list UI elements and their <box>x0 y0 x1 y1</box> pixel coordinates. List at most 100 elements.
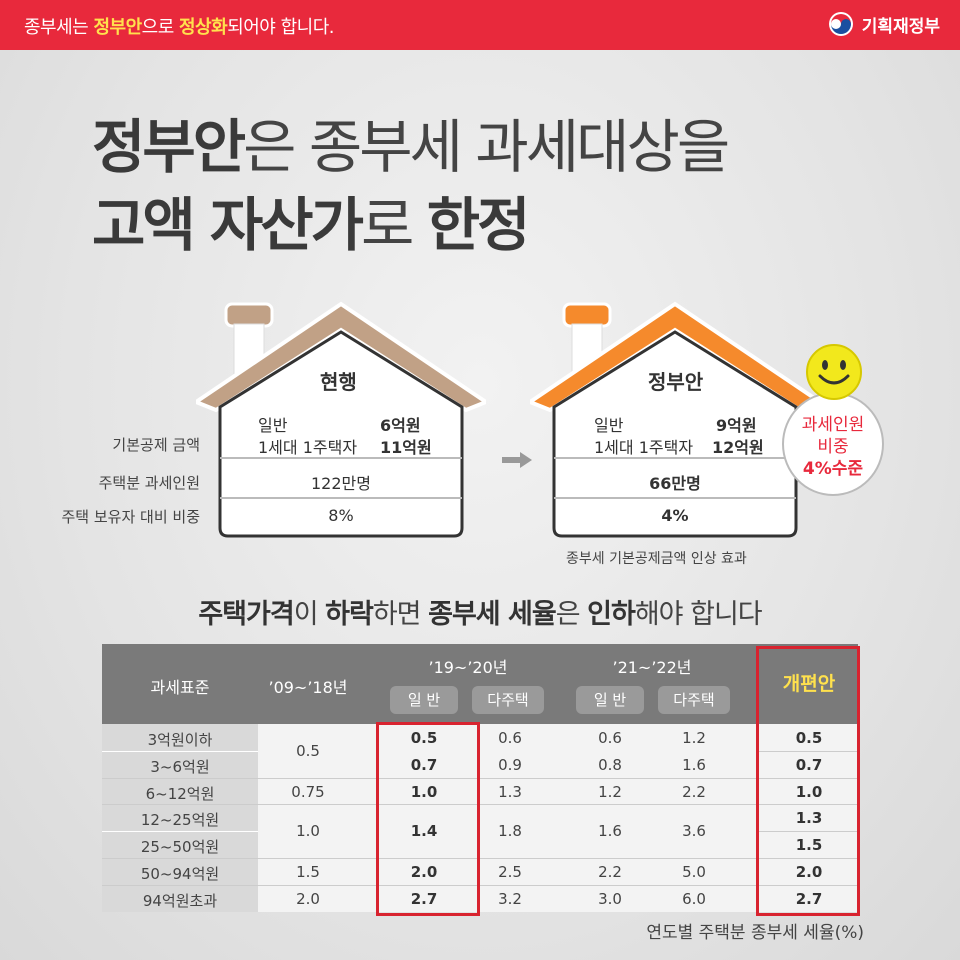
rate-19-multi: 0.9 <box>498 756 522 774</box>
rate-19-multi: 1.8 <box>498 822 522 840</box>
banner-highlight: 정상화 <box>179 17 228 38</box>
headline-bold: 한정 <box>426 191 531 259</box>
banner-text: 으로 <box>141 17 179 38</box>
rate-21-general: 1.2 <box>598 783 622 801</box>
row-divider <box>758 831 858 832</box>
bracket-label: 25~50억원 <box>140 838 220 856</box>
taegeuk-logo-icon <box>828 12 853 36</box>
headline-text: 로 <box>361 191 427 259</box>
rate-21-general: 1.6 <box>598 822 622 840</box>
rate-old: 0.5 <box>296 742 320 760</box>
headline-text: 은 종부세 과세대상을 <box>243 113 730 181</box>
top-banner: 종부세는 정부안으로 정상화되어야 합니다. 기획재정부 <box>0 0 960 50</box>
rate-19-general: 2.0 <box>410 863 438 881</box>
rate-19-general: 0.5 <box>410 729 438 747</box>
pill-general: 일 반 <box>576 686 644 714</box>
label-taxpayers: 주택분 과세인원 <box>98 474 200 492</box>
current-general-value: 6억원 <box>380 416 421 435</box>
rate-reform: 2.0 <box>795 863 823 881</box>
bubble-line: 과세인원 <box>801 415 865 435</box>
rate-21-general: 3.0 <box>598 890 622 908</box>
proposal-house: 정부안 일반 9억원 1세대 1주택자 12억원 66만명 4% <box>530 292 820 542</box>
header-period2: ’19~’20년 <box>428 658 508 677</box>
subhead-text: 이 <box>293 599 326 630</box>
proposal-title: 정부안 <box>648 370 704 394</box>
rate-21-general: 2.2 <box>598 863 622 881</box>
proposal-taxpayers: 66만명 <box>649 474 701 493</box>
headline-bold: 고액 자산가 <box>92 191 364 259</box>
row-divider <box>102 778 858 779</box>
row-divider <box>102 858 858 859</box>
arrow-right-icon <box>502 452 532 468</box>
banner-highlight: 정부안 <box>93 17 142 38</box>
bracket-column <box>102 724 258 912</box>
subhead-text: 해야 합니다 <box>634 599 763 630</box>
highlight-19-general <box>376 722 480 916</box>
current-taxpayers: 122만명 <box>311 474 371 493</box>
proposal-general-label: 일반 <box>594 416 624 435</box>
rate-19-general: 1.0 <box>410 783 438 801</box>
row-divider <box>102 804 858 805</box>
ministry-brand[interactable]: 기획재정부 <box>828 11 940 37</box>
rate-21-multi: 1.6 <box>682 756 706 774</box>
bracket-label: 12~25억원 <box>140 811 220 829</box>
table-caption: 연도별 주택분 종부세 세율(%) <box>646 923 864 943</box>
bracket-label: 6~12억원 <box>145 785 215 803</box>
bracket-label: 3~6억원 <box>150 758 210 776</box>
rate-19-multi: 3.2 <box>498 890 522 908</box>
headline-bold: 정부안 <box>92 113 246 181</box>
rate-19-general: 1.4 <box>410 822 438 840</box>
current-single-value: 11억원 <box>380 438 432 457</box>
rate-19-multi: 1.3 <box>498 783 522 801</box>
rate-21-general: 0.8 <box>598 756 622 774</box>
rate-21-general: 0.6 <box>598 729 622 747</box>
main-headline: 정부안은 종부세 과세대상을 고액 자산가로 한정 <box>92 108 912 264</box>
bubble-line-strong: 4%수준 <box>802 459 864 479</box>
label-deduction: 기본공제 금액 <box>112 436 200 454</box>
proposal-general-value: 9억원 <box>716 416 757 435</box>
header-reform: 개편안 <box>760 644 858 724</box>
pill-multi: 다주택 <box>472 686 544 714</box>
smiley-icon <box>806 344 862 400</box>
ratio-bubble: 과세인원 비중 4%수준 <box>782 392 884 496</box>
banner-message: 종부세는 정부안으로 정상화되어야 합니다. <box>24 13 334 39</box>
current-house: 현행 일반 6억원 1세대 1주택자 11억원 122만명 8% <box>196 292 486 542</box>
table-body: 3억원이하 3~6억원 6~12억원 12~25억원 25~50억원 50~94… <box>102 724 858 912</box>
proposal-ratio: 4% <box>661 506 689 525</box>
header-bracket: 과세표준 <box>150 678 210 697</box>
rate-21-multi: 2.2 <box>682 783 706 801</box>
rate-reform: 1.3 <box>795 809 823 827</box>
pill-multi: 다주택 <box>658 686 730 714</box>
current-title: 현행 <box>320 370 357 394</box>
bubble-line: 비중 <box>817 437 849 457</box>
rate-21-multi: 1.2 <box>682 729 706 747</box>
rate-reform: 1.5 <box>795 836 823 854</box>
section-subheading: 주택가격이 하락하면 종부세 세율은 인하해야 합니다 <box>0 592 960 631</box>
rate-reform: 2.7 <box>795 890 823 908</box>
rate-old: 1.5 <box>296 863 320 881</box>
rate-21-multi: 3.6 <box>682 822 706 840</box>
rate-19-general: 0.7 <box>410 756 438 774</box>
rate-19-general: 2.7 <box>410 890 438 908</box>
rate-21-multi: 5.0 <box>682 863 706 881</box>
rate-19-multi: 0.6 <box>498 729 522 747</box>
proposal-single-value: 12억원 <box>712 438 764 457</box>
subhead-text: 하면 <box>372 599 429 630</box>
rate-reform: 1.0 <box>795 783 823 801</box>
row-divider <box>102 751 258 752</box>
pill-general: 일 반 <box>390 686 458 714</box>
proposal-single-label: 1세대 1주택자 <box>594 438 694 457</box>
rate-19-multi: 2.5 <box>498 863 522 881</box>
row-divider <box>102 831 258 832</box>
label-ratio: 주택 보유자 대비 비중 <box>61 508 200 526</box>
subhead-bold: 종부세 세율 <box>428 599 557 630</box>
current-single-label: 1세대 1주택자 <box>258 438 358 457</box>
header-period1: ’09~’18년 <box>268 678 348 697</box>
subhead-bold: 주택가격 <box>198 599 294 630</box>
rate-old: 1.0 <box>296 822 320 840</box>
rate-old: 0.75 <box>291 783 325 801</box>
current-general-label: 일반 <box>258 416 288 435</box>
bracket-label: 50~94억원 <box>140 865 220 883</box>
banner-text: 종부세는 <box>24 17 94 38</box>
table-header: 과세표준 ’09~’18년 ’19~’20년 ’21~’22년 일 반 다주택 … <box>102 644 858 724</box>
